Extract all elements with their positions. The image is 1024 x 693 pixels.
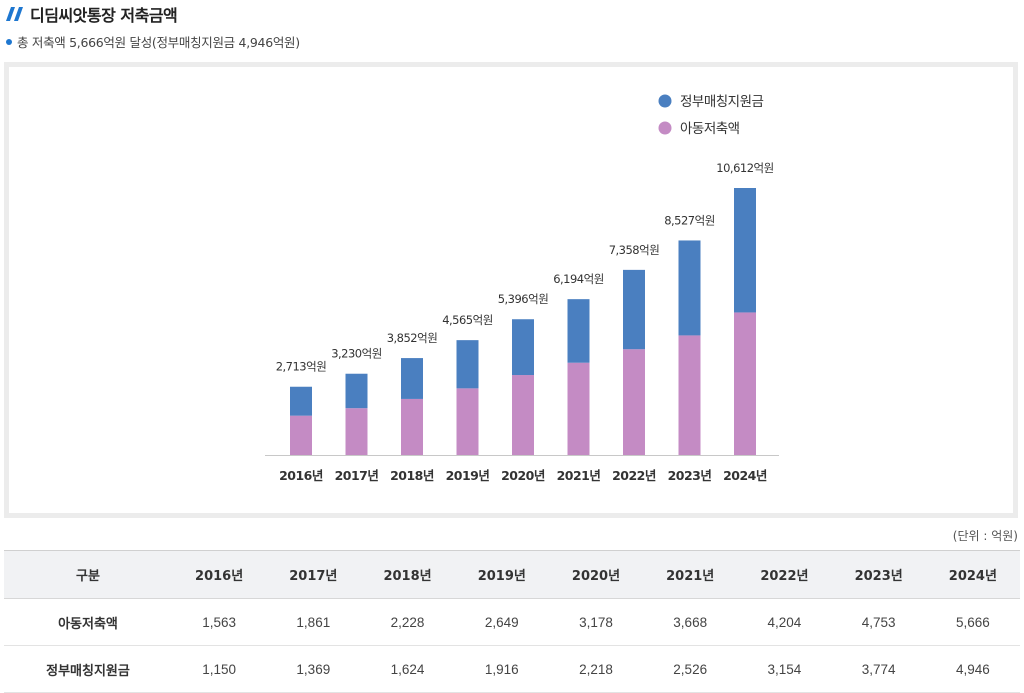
x-tick-label: 2022년 bbox=[612, 468, 656, 483]
chart-panel: 2,713억원 2016년 3,230억원 2017년 3,852억원 2018년 4,56… bbox=[4, 62, 1018, 518]
bullet-dot-icon bbox=[6, 38, 12, 45]
legend-marker bbox=[658, 94, 672, 108]
summary-text: 총 저축액 5,666억원 달성(정부매칭지원금 4,946억원) bbox=[17, 35, 300, 50]
table-cell: 4,753 bbox=[831, 598, 926, 646]
bar-total-label: 8,527억원 bbox=[664, 213, 715, 227]
bar-child-savings bbox=[623, 349, 645, 455]
double-slash-icon bbox=[6, 7, 23, 21]
bar-government-match bbox=[290, 386, 312, 416]
bar-total-label: 4,565억원 bbox=[442, 313, 493, 327]
legend-label: 아동저축액 bbox=[680, 121, 740, 137]
x-tick-label: 2018년 bbox=[390, 468, 434, 483]
bar-total-label: 7,358억원 bbox=[609, 243, 660, 257]
table-header-year: 2022년 bbox=[737, 550, 832, 599]
table-cell: 2,218 bbox=[548, 645, 644, 693]
bar-child-savings bbox=[456, 388, 479, 455]
table-cell: 3,668 bbox=[643, 598, 738, 646]
bar-child-savings bbox=[678, 335, 701, 455]
x-tick-label: 2016년 bbox=[279, 468, 323, 483]
table-cell: 1,861 bbox=[266, 598, 361, 646]
x-tick-label: 2019년 bbox=[446, 468, 490, 483]
table-header-year: 2023년 bbox=[831, 550, 926, 599]
bar-government-match bbox=[512, 319, 534, 376]
x-tick-label: 2021년 bbox=[557, 468, 601, 483]
bar-child-savings bbox=[567, 362, 590, 455]
x-tick-label: 2024년 bbox=[723, 468, 767, 483]
bar-total-label: 10,612억원 bbox=[716, 161, 773, 175]
bar-government-match bbox=[567, 299, 590, 363]
table-cell: 1,563 bbox=[172, 598, 267, 646]
table-row: 아동저축액 1,563 1,861 2,228 2,649 3,178 3,668 4,204… bbox=[4, 598, 1020, 646]
table-cell: 3,154 bbox=[737, 645, 832, 693]
bar-child-savings bbox=[345, 408, 368, 455]
bar-total-label: 3,852억원 bbox=[387, 331, 438, 345]
table-row: 정부매칭지원금 1,150 1,369 1,624 1,916 2,218 2,526 3,1… bbox=[4, 645, 1020, 693]
bar-child-savings bbox=[512, 375, 534, 455]
bar-child-savings bbox=[290, 415, 312, 455]
table-cell: 4,204 bbox=[737, 598, 832, 646]
x-tick-label: 2020년 bbox=[501, 468, 545, 483]
bar-total-label: 3,230억원 bbox=[331, 347, 382, 361]
stacked-bar-chart: 2,713억원 2016년 3,230억원 2017년 3,852억원 2018년 4,56… bbox=[265, 94, 779, 483]
legend-marker bbox=[658, 121, 672, 135]
page-title: 디딤씨앗통장 저축금액 bbox=[30, 6, 178, 25]
table-row-label: 정부매칭지원금 bbox=[4, 645, 172, 693]
bar-government-match bbox=[678, 240, 701, 336]
bar-total-label: 2,713억원 bbox=[276, 360, 327, 374]
table-cell: 5,666 bbox=[925, 598, 1020, 646]
bar-total-label: 6,194억원 bbox=[553, 272, 604, 286]
table-cell: 1,624 bbox=[360, 645, 455, 693]
bar-child-savings bbox=[401, 398, 423, 455]
table-cell: 1,369 bbox=[266, 645, 361, 693]
summary-row: 총 저축액 5,666억원 달성(정부매칭지원금 4,946억원) bbox=[6, 32, 300, 51]
table-cell: 2,649 bbox=[454, 598, 549, 646]
table-header-year: 2020년 bbox=[548, 550, 644, 599]
chart-inner: 2,713억원 2016년 3,230억원 2017년 3,852억원 2018년 4,56… bbox=[9, 67, 1013, 513]
table-cell: 4,946 bbox=[925, 645, 1020, 693]
bar-total-label: 5,396억원 bbox=[498, 292, 549, 306]
legend-label: 정부매칭지원금 bbox=[680, 94, 764, 110]
x-tick-label: 2017년 bbox=[335, 468, 379, 483]
unit-note: (단위 : 억원) bbox=[952, 529, 1018, 543]
table-cell: 1,150 bbox=[172, 645, 267, 693]
table-row-label: 아동저축액 bbox=[4, 598, 172, 646]
table-cell: 1,916 bbox=[454, 645, 549, 693]
bar-child-savings bbox=[734, 312, 756, 455]
table-cell: 3,774 bbox=[831, 645, 926, 693]
table-header-year: 2017년 bbox=[266, 550, 361, 599]
table-header-year: 2016년 bbox=[172, 550, 267, 599]
bar-government-match bbox=[345, 373, 368, 409]
bar-government-match bbox=[401, 358, 423, 399]
table-cell: 2,526 bbox=[643, 645, 738, 693]
table-header-year: 2019년 bbox=[454, 550, 549, 599]
bar-government-match bbox=[623, 269, 645, 350]
table-header-row: 구분 2016년 2017년 2018년 2019년 2020년 2021년 2022년 202… bbox=[4, 550, 1020, 599]
table-header-year: 2024년 bbox=[925, 550, 1020, 599]
table-cell: 2,228 bbox=[360, 598, 455, 646]
bar-government-match bbox=[456, 340, 479, 389]
bar-government-match bbox=[734, 188, 756, 313]
title-row: 디딤씨앗통장 저축금액 bbox=[6, 2, 178, 26]
table-header-category: 구분 bbox=[4, 550, 172, 599]
x-tick-label: 2023년 bbox=[668, 468, 712, 483]
table-cell: 3,178 bbox=[548, 598, 644, 646]
table-header-year: 2021년 bbox=[643, 550, 738, 599]
table-header-year: 2018년 bbox=[360, 550, 455, 599]
data-table: 구분 2016년 2017년 2018년 2019년 2020년 2021년 2022년 202… bbox=[4, 550, 1020, 693]
